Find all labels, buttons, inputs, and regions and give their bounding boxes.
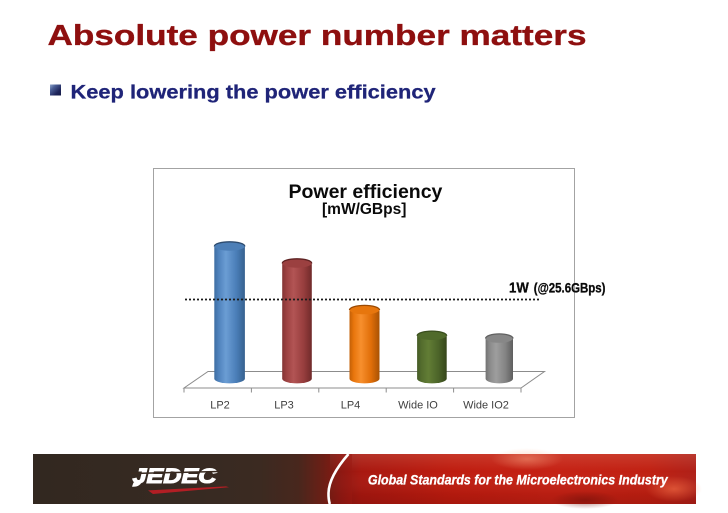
svg-text:LP3: LP3: [274, 399, 294, 411]
svg-text:LP2: LP2: [210, 399, 230, 411]
svg-text:JEDEC: JEDEC: [133, 464, 218, 488]
svg-text:Absolute power number matters: Absolute power number matters: [48, 19, 587, 51]
svg-text:1W: 1W: [509, 278, 529, 295]
svg-text:Wide IO2: Wide IO2: [463, 399, 509, 411]
svg-text:Global Standards for the Micro: Global Standards for the Microelectronic…: [368, 472, 668, 488]
svg-text:(@25.6GBps): (@25.6GBps): [534, 280, 606, 295]
svg-text:Wide IO: Wide IO: [398, 399, 438, 411]
svg-text:Power efficiency: Power efficiency: [289, 181, 443, 203]
svg-text:LP4: LP4: [341, 399, 361, 411]
svg-text:[mW/GBps]: [mW/GBps]: [322, 201, 406, 218]
svg-text:Keep lowering the power effici: Keep lowering the power efficiency: [71, 82, 437, 104]
